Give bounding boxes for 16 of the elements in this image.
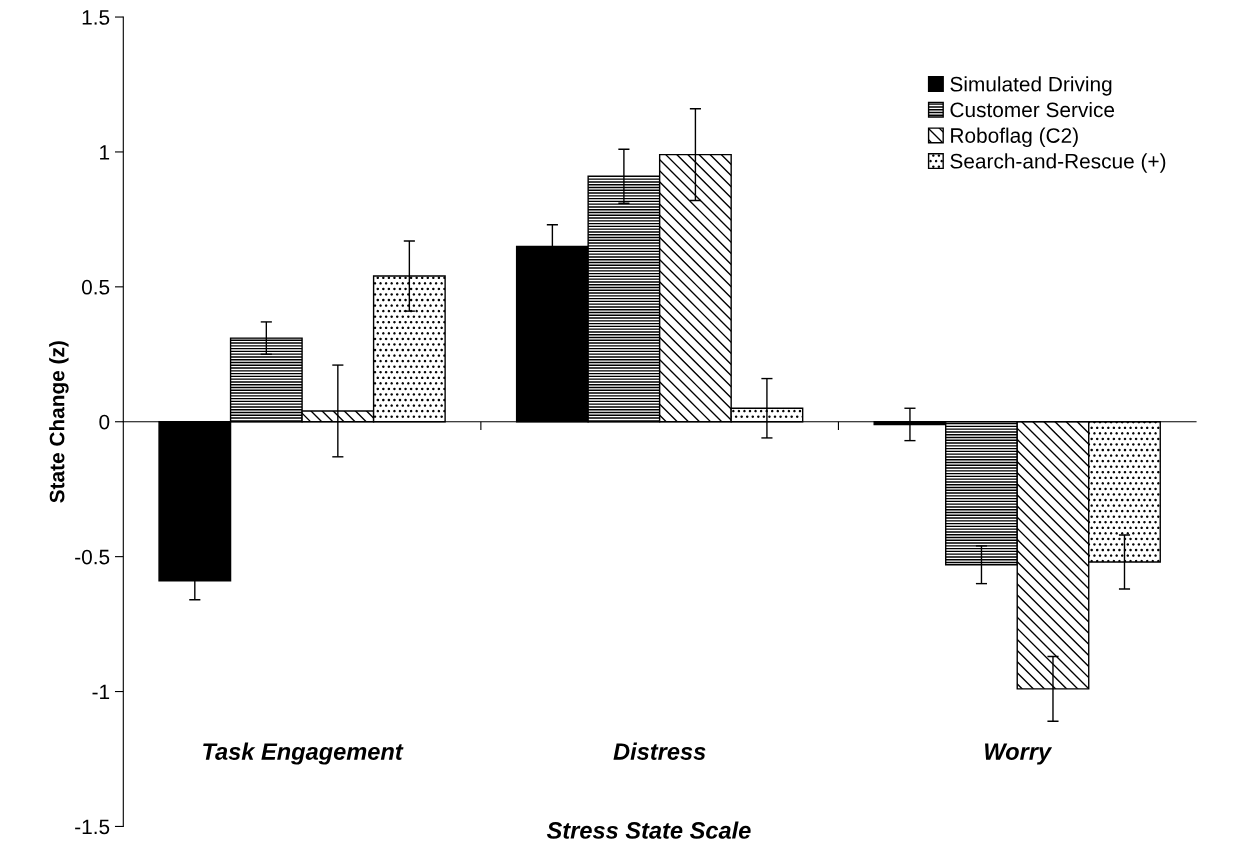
y-tick-label: 0 [99, 414, 110, 430]
y-tick-label: -0.5 [75, 549, 110, 565]
x-tick-label: Distress [613, 742, 706, 760]
y-tick-label: 0.5 [81, 279, 110, 295]
x-axis-title: Stress State Scale [546, 821, 751, 839]
legend-label: Search-and-Rescue (+) [950, 153, 1166, 173]
x-tick-label: Task Engagement [203, 742, 404, 765]
legend-label: Simulated Driving [950, 76, 1112, 96]
legend-label: Roboflag (C2) [951, 127, 1078, 148]
y-tick-label: -1.5 [75, 819, 110, 835]
y-axis-title: State Change (z) [49, 341, 69, 503]
legend-label: Customer Service [950, 101, 1115, 118]
x-tick-label: Worry [985, 743, 1053, 765]
y-tick-label: 1 [100, 145, 110, 160]
y-tick-label: 1.5 [82, 10, 110, 25]
y-tick-label: -1 [92, 684, 110, 700]
